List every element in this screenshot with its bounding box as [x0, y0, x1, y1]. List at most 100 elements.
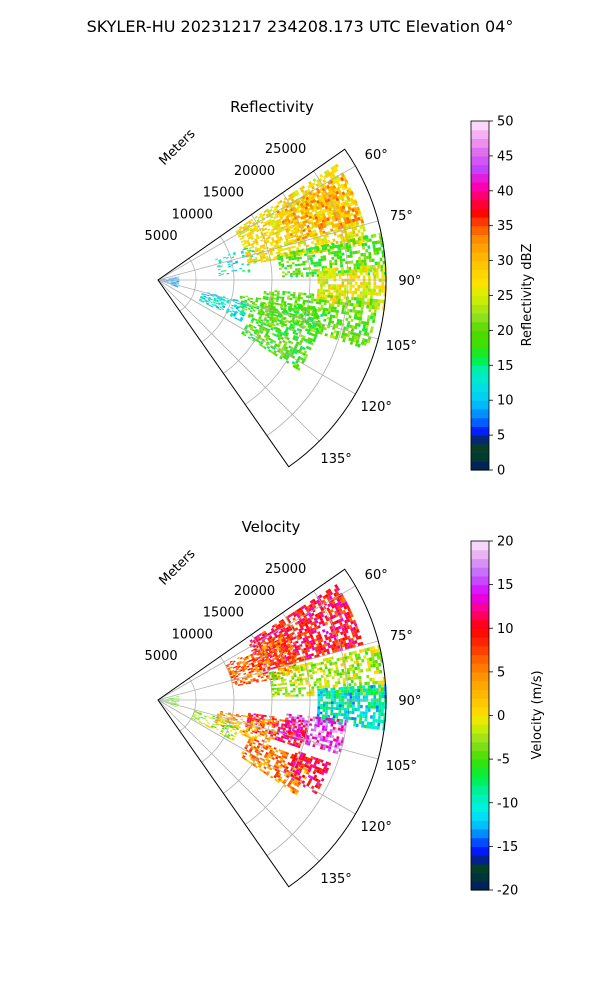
reflectivity-echo-cell	[272, 221, 276, 225]
reflectivity-echo-cell	[278, 335, 282, 339]
velocity-echo-cell	[251, 719, 254, 722]
reflectivity-echo-cell	[208, 298, 211, 301]
velocity-echo-cell	[334, 661, 338, 665]
reflectivity-echo-cell	[357, 209, 362, 214]
reflectivity-echo-cell	[345, 235, 349, 239]
velocity-echo-cell	[248, 743, 252, 747]
reflectivity-echo-cell	[176, 278, 180, 279]
reflectivity-echo-cell	[293, 329, 297, 333]
reflectivity-echo-cell	[309, 332, 313, 336]
reflectivity-echo-cell	[262, 326, 266, 330]
reflectivity-echo-cell	[283, 225, 287, 229]
reflectivity-echo-cell	[255, 233, 259, 237]
reflectivity-colorbar-segment	[471, 400, 489, 410]
velocity-echo-cell	[303, 770, 308, 774]
reflectivity-echo-cell	[353, 207, 358, 212]
reflectivity-echo-cell	[290, 220, 294, 224]
velocity-echo-cell	[269, 723, 273, 726]
velocity-echo-cell	[194, 710, 198, 712]
velocity-echo-cell	[298, 607, 303, 611]
reflectivity-colorbar-tick-label: 5	[497, 429, 505, 444]
reflectivity-echo-cell	[247, 271, 251, 273]
velocity-echo-cell	[261, 758, 266, 762]
velocity-echo-cell	[274, 687, 277, 690]
reflectivity-echo-cell	[285, 332, 290, 335]
velocity-echo-cell	[331, 676, 335, 680]
velocity-echo-cell	[300, 687, 304, 690]
velocity-echo-cell	[327, 668, 331, 672]
reflectivity-echo-cell	[335, 174, 340, 180]
velocity-echo-cell	[341, 707, 344, 711]
velocity-echo-cell	[352, 695, 355, 699]
velocity-echo-cell	[348, 610, 353, 615]
reflectivity-echo-cell	[357, 216, 361, 221]
reflectivity-colorbar-segment	[471, 417, 489, 427]
velocity-echo-cell	[262, 672, 266, 675]
velocity-echo-cell	[337, 678, 341, 682]
velocity-echo-cell	[359, 688, 363, 692]
reflectivity-echo-cell	[354, 342, 359, 347]
reflectivity-echo-cell	[376, 250, 380, 255]
velocity-echo-cell	[239, 669, 243, 672]
reflectivity-echo-cell	[317, 223, 321, 227]
velocity-echo-cell	[256, 670, 260, 673]
reflectivity-echo-cell	[289, 297, 293, 301]
velocity-echo-cell	[368, 705, 371, 709]
reflectivity-echo-cell	[245, 329, 249, 333]
reflectivity-echo-cell	[318, 261, 322, 264]
reflectivity-echo-cell	[330, 193, 335, 198]
reflectivity-echo-cell	[245, 325, 249, 329]
reflectivity-echo-cell	[176, 276, 180, 278]
reflectivity-echo-cell	[275, 334, 280, 338]
velocity-echo-cell	[254, 731, 258, 734]
velocity-echo-cell	[312, 641, 316, 645]
velocity-echo-cell	[332, 684, 336, 688]
velocity-echo-cell	[269, 749, 273, 753]
velocity-echo-cell	[223, 722, 227, 725]
reflectivity-echo-cell	[308, 346, 312, 351]
velocity-echo-cell	[323, 766, 327, 771]
velocity-echo-cell	[254, 735, 258, 738]
reflectivity-echo-cell	[176, 281, 180, 282]
velocity-echo-cell	[297, 647, 301, 651]
velocity-echo-cell	[260, 676, 264, 679]
velocity-echo-cell	[353, 717, 357, 721]
reflectivity-echo-cell	[227, 299, 230, 302]
reflectivity-echo-cell	[215, 302, 218, 305]
velocity-echo-cell	[317, 767, 321, 771]
reflectivity-echo-cell	[357, 323, 361, 327]
velocity-echo-cell	[330, 628, 334, 633]
reflectivity-echo-cell	[257, 336, 261, 339]
velocity-echo-cell	[292, 652, 296, 656]
velocity-echo-cell	[341, 671, 345, 676]
velocity-echo-cell	[328, 673, 332, 677]
reflectivity-echo-cell	[357, 229, 361, 234]
velocity-echo-cell	[231, 669, 234, 673]
reflectivity-echo-cell	[274, 213, 278, 217]
reflectivity-echo-cell	[337, 210, 342, 214]
reflectivity-echo-cell	[281, 347, 285, 351]
reflectivity-echo-cell	[343, 183, 348, 188]
reflectivity-echo-cell	[258, 316, 262, 320]
reflectivity-echo-cell	[328, 286, 331, 290]
reflectivity-echo-cell	[344, 232, 348, 237]
velocity-echo-cell	[197, 716, 201, 719]
velocity-echo-cell	[335, 712, 339, 716]
reflectivity-echo-cell	[255, 249, 259, 253]
velocity-echo-cell	[292, 650, 296, 654]
reflectivity-echo-cell	[278, 261, 282, 265]
reflectivity-echo-cell	[248, 323, 252, 327]
reflectivity-echo-cell	[302, 358, 306, 362]
velocity-echo-cell	[348, 651, 352, 656]
velocity-echo-cell	[258, 638, 262, 641]
reflectivity-echo-cell	[218, 259, 222, 262]
velocity-echo-cell	[310, 622, 314, 626]
reflectivity-echo-cell	[279, 216, 283, 220]
reflectivity-echo-cell	[353, 338, 357, 343]
velocity-echo-cell	[288, 633, 293, 637]
reflectivity-echo-cell	[294, 351, 298, 355]
velocity-echo-cell	[261, 723, 264, 726]
reflectivity-echo-cell	[271, 293, 275, 296]
velocity-echo-cell	[307, 662, 311, 666]
velocity-echo-cell	[311, 693, 315, 697]
